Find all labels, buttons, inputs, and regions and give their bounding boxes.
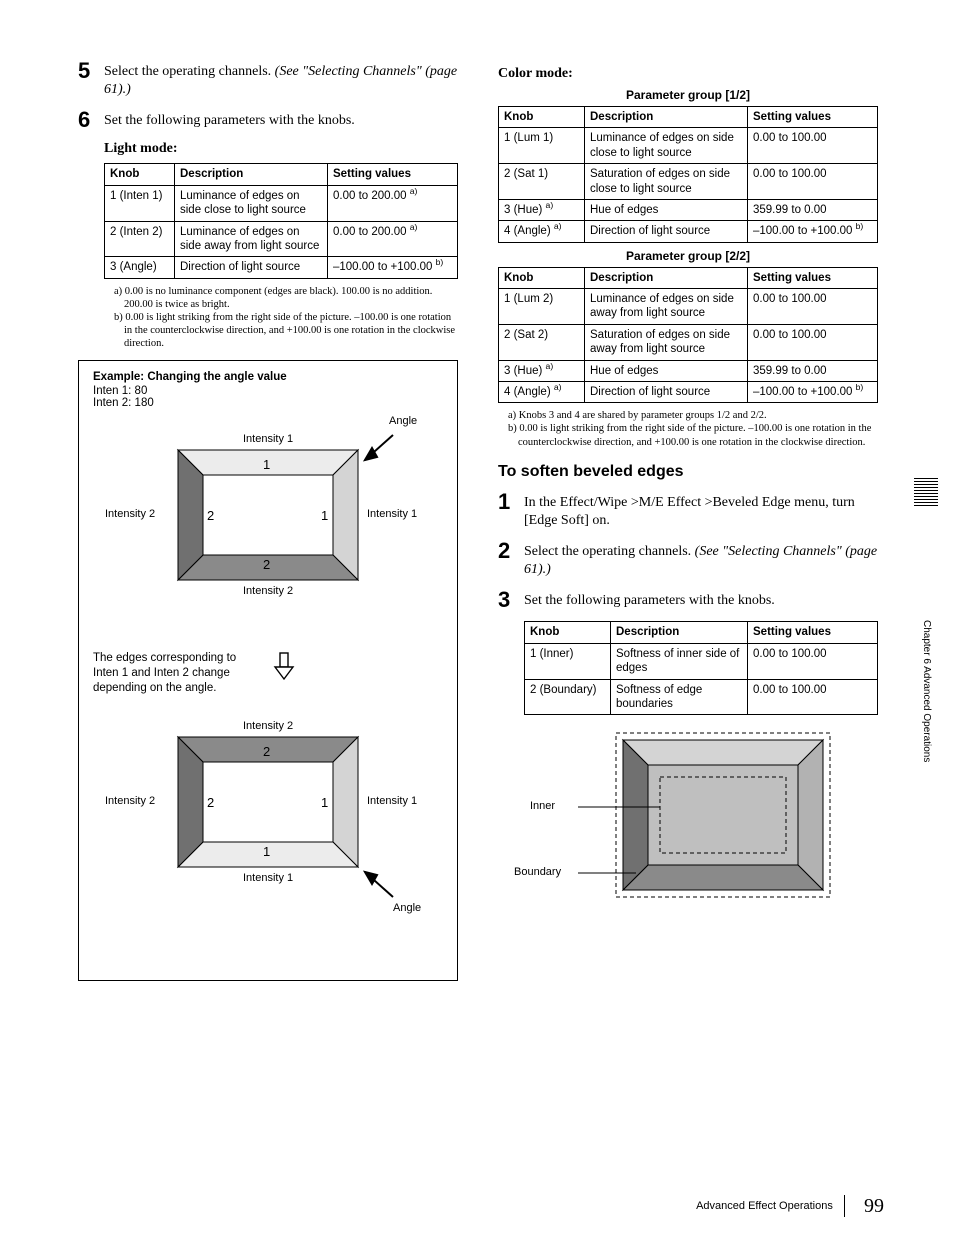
soften-step-1: 1 In the Effect/Wipe >M/E Effect >Bevele… (498, 491, 878, 530)
soften-step-3: 3 Set the following parameters with the … (498, 589, 878, 611)
page-number: 99 (864, 1195, 884, 1217)
lbl-angle: Angle (389, 415, 417, 427)
lbl2-n2l: 2 (207, 795, 214, 810)
table-row: 3 (Hue) a)Hue of edges359.99 to 0.00 (499, 199, 878, 220)
cfn-a: a) Knobs 3 and 4 are shared by parameter… (508, 409, 878, 422)
lbl2-int1-right: Intensity 1 (367, 795, 417, 807)
lbl-n2l: 2 (207, 508, 214, 523)
light-mode-label: Light mode: (104, 141, 458, 157)
lbl-n1r: 1 (321, 508, 328, 523)
soften-heading: To soften beveled edges (498, 463, 878, 481)
example-line1: Inten 1: 80 (93, 385, 443, 397)
lbl2-angle: Angle (393, 902, 421, 914)
pg22-caption: Parameter group [2/2] (498, 249, 878, 263)
footer-section: Advanced Effect Operations (696, 1200, 833, 1212)
color-table-2: Knob Description Setting values 1 (Lum 2… (498, 267, 878, 404)
table-row: 1 (Inten 1)Luminance of edges on side cl… (105, 185, 458, 221)
lbl2-int2-left: Intensity 2 (105, 795, 155, 807)
lbl-int2-bot: Intensity 2 (243, 585, 293, 597)
left-column: 5 Select the operating channels. (See "S… (78, 60, 458, 981)
example-box: Example: Changing the angle value Inten … (78, 360, 458, 981)
th-knob: Knob (105, 164, 175, 185)
table-row: 1 (Lum 1)Luminance of edges on side clos… (499, 128, 878, 164)
example-line2: Inten 2: 180 (93, 397, 443, 409)
lbl-int1-top: Intensity 1 (243, 433, 293, 445)
table-row: 2 (Sat 1)Saturation of edges on side clo… (499, 164, 878, 200)
diagram-top: Angle Intensity 1 Intensity 2 Intensity … (93, 415, 443, 665)
chapter-tab-icon (914, 478, 938, 508)
diagram-bottom: Intensity 2 Intensity 1 Intensity 2 Inte… (93, 702, 443, 962)
table-row: 1 (Inner)Softness of inner side of edges… (525, 643, 878, 679)
lbl2-int1-bot: Intensity 1 (243, 872, 293, 884)
step-num-6: 6 (78, 109, 104, 131)
lbl-n2: 2 (263, 557, 270, 572)
lbl-int1-right: Intensity 1 (367, 508, 417, 520)
th-desc: Description (175, 164, 328, 185)
step-6-body: Set the following parameters with the kn… (104, 109, 355, 130)
table-row: 2 (Sat 2)Saturation of edges on side awa… (499, 324, 878, 360)
soft-table: Knob Description Setting values 1 (Inner… (524, 621, 878, 715)
table-row: 4 (Angle) a)Direction of light source–10… (499, 221, 878, 242)
step-5-text: Select the operating channels. (104, 64, 275, 79)
step-6: 6 Set the following parameters with the … (78, 109, 458, 131)
fn-a: a) 0.00 is no luminance component (edges… (114, 285, 458, 311)
table-row: 2 (Boundary)Softness of edge boundaries0… (525, 679, 878, 715)
step-5: 5 Select the operating channels. (See "S… (78, 60, 458, 99)
soften-step-2: 2 Select the operating channels. (See "S… (498, 540, 878, 579)
step-5-body: Select the operating channels. (See "Sel… (104, 60, 458, 99)
lbl-inner: Inner (530, 800, 555, 812)
table-row: 3 (Angle)Direction of light source–100.0… (105, 257, 458, 278)
lbl-n1: 1 (263, 457, 270, 472)
color-table-1: Knob Description Setting values 1 (Lum 1… (498, 106, 878, 243)
lbl-boundary: Boundary (514, 866, 561, 878)
soften-diagram: Inner Boundary (528, 725, 878, 925)
pg12-caption: Parameter group [1/2] (498, 88, 878, 102)
table-row: 1 (Lum 2)Luminance of edges on side away… (499, 289, 878, 325)
lbl2-n1r: 1 (321, 795, 328, 810)
cfn-b: b) 0.00 is light striking from the right… (508, 422, 878, 448)
example-title: Example: Changing the angle value (93, 371, 443, 383)
table-row: 2 (Inten 2)Luminance of edges on side aw… (105, 221, 458, 257)
table-row: 3 (Hue) a)Hue of edges359.99 to 0.00 (499, 360, 878, 381)
color-mode-label: Color mode: (498, 66, 878, 82)
page-footer: Advanced Effect Operations 99 (696, 1195, 884, 1218)
lbl2-int2-top: Intensity 2 (243, 720, 293, 732)
lbl2-n2: 2 (263, 744, 270, 759)
chapter-label: Chapter 6 Advanced Operations (921, 620, 932, 762)
step-num-5: 5 (78, 60, 104, 82)
fn-b: b) 0.00 is light striking from the right… (114, 311, 458, 350)
th-vals: Setting values (328, 164, 458, 185)
lbl2-n1: 1 (263, 844, 270, 859)
light-footnotes: a) 0.00 is no luminance component (edges… (114, 285, 458, 351)
color-footnotes: a) Knobs 3 and 4 are shared by parameter… (508, 409, 878, 448)
lbl-int2-left: Intensity 2 (105, 508, 155, 520)
right-column: Color mode: Parameter group [1/2] Knob D… (498, 60, 878, 981)
light-mode-table: Knob Description Setting values 1 (Inten… (104, 163, 458, 278)
table-row: 4 (Angle) a)Direction of light source–10… (499, 381, 878, 402)
